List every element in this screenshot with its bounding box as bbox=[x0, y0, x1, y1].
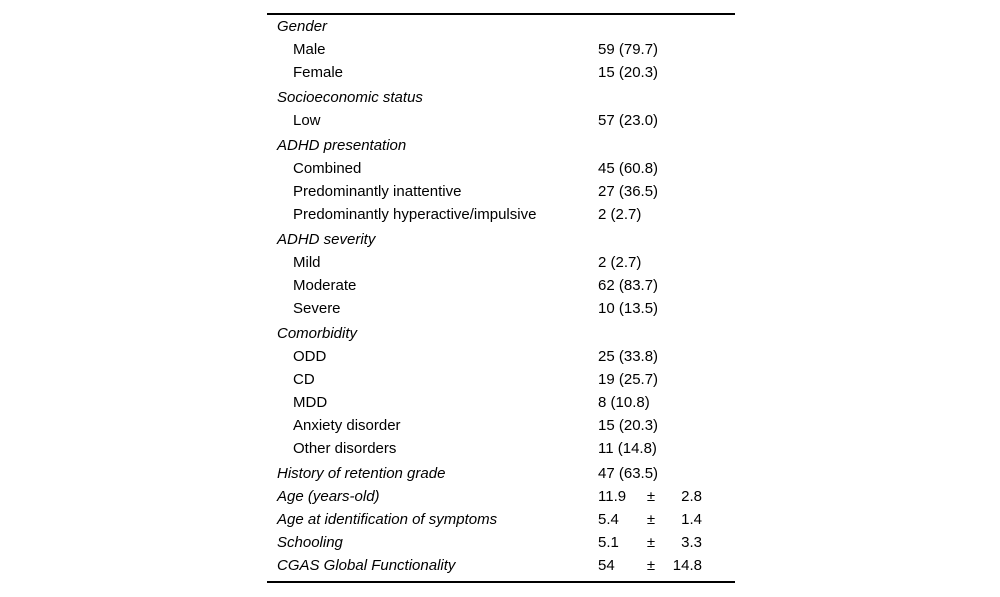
row-value: 19 (25.7) bbox=[598, 371, 659, 388]
row-value: 59 (79.7) bbox=[598, 41, 659, 58]
table-row: CD 19 (25.7) bbox=[267, 368, 735, 391]
table-row: Gender bbox=[267, 15, 735, 38]
row-value: 5.4 ±1.4 bbox=[598, 508, 735, 531]
row-value: 2 (2.7) bbox=[598, 254, 642, 271]
row-label: Low bbox=[293, 112, 321, 129]
row-label: Age at identification of symptoms bbox=[277, 511, 498, 528]
row-value: 15 (20.3) bbox=[598, 417, 659, 434]
row-value: 15 (20.3) bbox=[598, 64, 659, 81]
row-value: 11.9 ±2.8 bbox=[598, 485, 735, 508]
table-row: Combined 45 (60.8) bbox=[267, 157, 735, 180]
row-value bbox=[598, 15, 735, 38]
plus-minus-sign: ± bbox=[646, 557, 656, 574]
row-label: CGAS Global Functionality bbox=[277, 557, 456, 574]
table-row: Socioeconomic status bbox=[267, 86, 735, 109]
sd-value: 2.8 bbox=[681, 488, 702, 505]
mean-value: 11.9 bbox=[598, 488, 627, 505]
row-label: Other disorders bbox=[293, 440, 397, 457]
sd-value: 1.4 bbox=[681, 511, 702, 528]
table-row: MDD 8 (10.8) bbox=[267, 391, 735, 414]
table-row: Low 57 (23.0) bbox=[267, 109, 735, 132]
row-label: Anxiety disorder bbox=[293, 417, 401, 434]
row-label: Male bbox=[293, 41, 326, 58]
mean-value: 5.4 bbox=[598, 511, 619, 528]
table-row: Male 59 (79.7) bbox=[267, 38, 735, 61]
table-row: Moderate 62 (83.7) bbox=[267, 274, 735, 297]
table-row: Predominantly inattentive 27 (36.5) bbox=[267, 180, 735, 203]
row-label: Moderate bbox=[293, 277, 357, 294]
row-value: 62 (83.7) bbox=[598, 277, 659, 294]
table-row: Comorbidity bbox=[267, 322, 735, 345]
table-row: Schooling 5.1 ±3.3 bbox=[267, 531, 735, 554]
row-label: Socioeconomic status bbox=[277, 89, 423, 106]
table-row: Other disorders 11 (14.8) bbox=[267, 437, 735, 460]
plus-minus-sign: ± bbox=[646, 534, 656, 551]
row-label: ADHD severity bbox=[277, 231, 376, 248]
row-label: Predominantly inattentive bbox=[293, 183, 462, 200]
table-row: ADHD presentation bbox=[267, 134, 735, 157]
row-value bbox=[598, 228, 735, 251]
table-row: Age (years-old) 11.9 ±2.8 bbox=[267, 485, 735, 508]
row-value bbox=[598, 134, 735, 157]
row-value: 5.1 ±3.3 bbox=[598, 531, 735, 554]
table-row: CGAS Global Functionality 54 ±14.8 bbox=[267, 554, 735, 577]
row-value: 57 (23.0) bbox=[598, 112, 659, 129]
row-label: ODD bbox=[293, 348, 327, 365]
row-value: 27 (36.5) bbox=[598, 183, 659, 200]
table-row: ADHD severity bbox=[267, 228, 735, 251]
row-label: Combined bbox=[293, 160, 362, 177]
row-label: Severe bbox=[293, 300, 341, 317]
row-label: ADHD presentation bbox=[277, 137, 407, 154]
mean-value: 5.1 bbox=[598, 534, 619, 551]
row-label: Comorbidity bbox=[277, 325, 358, 342]
plus-minus-sign: ± bbox=[646, 511, 656, 528]
row-label: Age (years-old) bbox=[277, 488, 380, 505]
table-row: Anxiety disorder 15 (20.3) bbox=[267, 414, 735, 437]
sd-value: 14.8 bbox=[672, 557, 702, 574]
row-label: Mild bbox=[293, 254, 321, 271]
row-value: 2 (2.7) bbox=[598, 206, 642, 223]
row-value: 10 (13.5) bbox=[598, 300, 659, 317]
mean-value: 54 bbox=[598, 557, 615, 574]
row-label: Gender bbox=[277, 18, 328, 35]
table-row: History of retention grade 47 (63.5) bbox=[267, 462, 735, 485]
table-row: Mild 2 (2.7) bbox=[267, 251, 735, 274]
table-row: Predominantly hyperactive/impulsive 2 (2.… bbox=[267, 203, 735, 226]
row-label: CD bbox=[293, 371, 315, 388]
row-value: 25 (33.8) bbox=[598, 348, 659, 365]
row-value bbox=[598, 86, 735, 109]
row-value: 47 (63.5) bbox=[598, 465, 659, 482]
row-value: 45 (60.8) bbox=[598, 160, 659, 177]
row-label: History of retention grade bbox=[277, 465, 446, 482]
table-row: Age at identification of symptoms 5.4 ±1.4 bbox=[267, 508, 735, 531]
demographics-table: Gender Male 59 (79.7) Female 15 (20.3) Socioe… bbox=[267, 13, 735, 583]
row-label: Schooling bbox=[277, 534, 343, 551]
table-row: Female 15 (20.3) bbox=[267, 61, 735, 84]
plus-minus-sign: ± bbox=[646, 488, 656, 505]
table-row: Severe 10 (13.5) bbox=[267, 297, 735, 320]
table-row: ODD 25 (33.8) bbox=[267, 345, 735, 368]
row-value: 54 ±14.8 bbox=[598, 554, 735, 577]
row-label: Predominantly hyperactive/impulsive bbox=[293, 206, 537, 223]
row-label: Female bbox=[293, 64, 344, 81]
row-value: 11 (14.8) bbox=[598, 440, 657, 457]
row-value bbox=[598, 322, 735, 345]
sd-value: 3.3 bbox=[681, 534, 702, 551]
row-value: 8 (10.8) bbox=[598, 394, 650, 411]
row-label: MDD bbox=[293, 394, 328, 411]
